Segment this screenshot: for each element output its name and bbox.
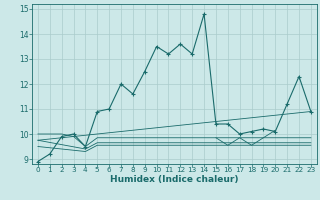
X-axis label: Humidex (Indice chaleur): Humidex (Indice chaleur)	[110, 175, 239, 184]
